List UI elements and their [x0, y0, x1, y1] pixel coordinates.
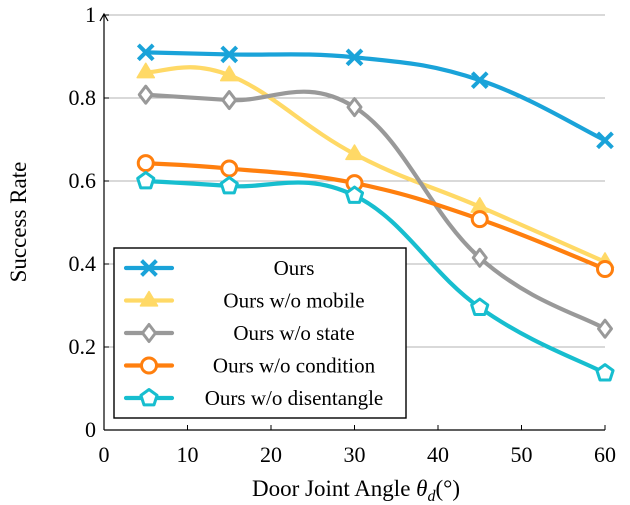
series: [136, 43, 615, 382]
series-2: [137, 84, 613, 339]
y-tick-label: 0.8: [69, 85, 97, 110]
legend-swatch-marker: [139, 388, 159, 407]
legend-label: Ours w/o condition: [213, 354, 376, 378]
data-point-4-0: [136, 171, 156, 190]
legend-entry-3: Ours w/o condition: [123, 354, 376, 378]
y-tick-label: 0.2: [69, 334, 97, 359]
x-tick-label: 60: [594, 442, 616, 467]
series-3: [136, 154, 614, 278]
data-point-0-2: [345, 48, 364, 67]
data-point-1-0: [136, 62, 156, 79]
legend-label: Ours w/o state: [233, 321, 354, 345]
data-point-2-3: [471, 247, 488, 268]
y-axis-arrow: [99, 12, 109, 22]
data-point-2-4: [597, 318, 613, 339]
x-tick-label: 30: [344, 442, 366, 467]
series-line-4: [143, 178, 608, 376]
y-tick-label: 0: [85, 417, 96, 442]
legend-entry-0: Ours: [123, 256, 315, 280]
data-point-3-3: [470, 210, 489, 229]
legend-entry-2: Ours w/o state: [123, 321, 355, 345]
x-tick-label: 50: [511, 442, 533, 467]
axes: 0 10 20 30 40 50 60 0 0.2 0.4 0.6 0.8 1: [69, 2, 617, 467]
data-point-0-1: [220, 45, 239, 64]
legend-swatch-marker: [140, 356, 158, 375]
data-point-0-3: [470, 71, 489, 89]
data-point-2-0: [137, 84, 154, 105]
data-point-1-2: [345, 144, 364, 161]
data-point-2-2: [346, 97, 363, 118]
data-point-3-1: [220, 159, 239, 178]
y-tick-label: 1: [85, 2, 96, 27]
legend-swatch-marker: [139, 290, 159, 307]
x-tick-label: 0: [99, 442, 110, 467]
x-axis-title: Door Joint Angle θd(°): [252, 476, 460, 505]
legend-swatch-marker: [141, 323, 157, 343]
y-tick-label: 0.6: [69, 168, 97, 193]
data-point-3-4: [596, 259, 614, 278]
data-point-4-1: [219, 175, 239, 195]
series-line-1: [143, 65, 608, 265]
data-point-4-4: [595, 363, 615, 382]
series-line-0: [143, 50, 608, 143]
series-0: [136, 43, 614, 150]
legend-label: Ours w/o mobile: [223, 289, 364, 313]
legend-label: Ours w/o disentangle: [205, 386, 383, 410]
data-point-0-0: [136, 43, 155, 62]
legend-entry-1: Ours w/o mobile: [123, 289, 365, 313]
data-point-1-1: [219, 65, 239, 82]
legend-entry-4: Ours w/o disentangle: [123, 386, 383, 410]
series-line-2: [143, 89, 608, 331]
data-point-4-2: [344, 185, 365, 204]
legend-swatch-marker: [140, 259, 158, 277]
data-point-4-3: [470, 297, 490, 316]
data-point-3-0: [136, 154, 155, 173]
x-tick-label: 40: [427, 442, 449, 467]
data-point-0-4: [596, 131, 614, 150]
series-4: [136, 171, 615, 382]
x-tick-label: 20: [260, 442, 282, 467]
legend-label: Ours: [274, 256, 315, 280]
y-axis-title: Success Rate: [6, 162, 31, 283]
data-point-2-1: [221, 90, 238, 111]
y-tick-label: 0.4: [69, 251, 97, 276]
legend: Ours Ours w/o mobile Ours w/o state Ours w/…: [113, 247, 407, 419]
x-tick-label: 10: [177, 442, 199, 467]
